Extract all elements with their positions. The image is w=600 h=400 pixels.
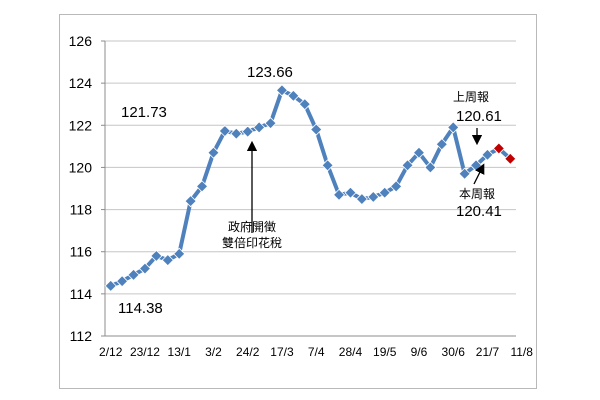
- data-point-26: [401, 159, 414, 172]
- last-week-label: 上周報: [453, 90, 489, 104]
- data-point-25: [390, 180, 403, 193]
- this-week-label: 本周報: [459, 187, 495, 201]
- data-point-21: [344, 186, 357, 199]
- data-point-1: [116, 275, 129, 288]
- x-tick-label-9: 9/6: [411, 345, 428, 359]
- data-point-18: [310, 123, 323, 136]
- data-point-23: [367, 190, 380, 203]
- data-point-28: [424, 161, 437, 174]
- y-tick-label-112: 112: [70, 328, 93, 344]
- data-point-14: [264, 117, 277, 130]
- x-tick-label-1: 23/12: [130, 345, 160, 359]
- data-point-16: [287, 89, 300, 102]
- x-tick-label-3: 3/2: [205, 345, 222, 359]
- peak-2-label: 123.66: [247, 64, 293, 81]
- data-point-8: [195, 180, 209, 193]
- policy-label-line1: 政府開徵: [228, 219, 276, 234]
- data-point-24: [378, 186, 391, 199]
- y-tick-label-116: 116: [70, 244, 93, 260]
- this-week-arrow: [473, 163, 485, 185]
- data-point-29: [435, 138, 448, 151]
- data-point-15: [275, 84, 289, 97]
- peak-1-label: 121.73: [121, 104, 167, 121]
- main-series-line: [109, 88, 489, 288]
- data-point-9: [207, 146, 220, 159]
- y-tick-label-126: 126: [69, 33, 93, 49]
- data-point-3: [138, 262, 152, 275]
- x-tick-label-10: 30/6: [442, 345, 466, 359]
- data-point-11: [230, 127, 243, 140]
- policy-label-line2: 雙倍印花稅: [222, 235, 282, 250]
- data-point-12: [241, 125, 254, 138]
- data-point-20: [332, 188, 346, 201]
- this-week-value: 120.41: [456, 203, 502, 220]
- y-tick-label-120: 120: [69, 159, 93, 175]
- y-tick-label-114: 114: [70, 286, 93, 302]
- x-tick-label-7: 28/4: [339, 345, 363, 359]
- data-point-27: [412, 146, 426, 159]
- data-point-5: [161, 254, 174, 267]
- data-markers: [104, 84, 517, 292]
- gridlines: [105, 40, 516, 295]
- x-tick-label-5: 17/3: [270, 345, 294, 359]
- start-label: 114.38: [118, 300, 163, 317]
- series-line: [109, 88, 512, 288]
- data-point-4: [150, 249, 163, 262]
- data-point-22: [355, 192, 368, 206]
- last-week-value: 120.61: [456, 108, 502, 125]
- x-tick-label-12: 11/8: [510, 345, 533, 359]
- latest-point-0: [492, 142, 505, 155]
- data-point-10: [218, 124, 231, 138]
- data-point-17: [298, 98, 311, 111]
- y-tick-label-124: 124: [69, 75, 93, 91]
- data-point-2: [127, 268, 140, 281]
- x-tick-label-0: 2/12: [99, 345, 123, 359]
- axes: 112 114 116 118 120 122 124 126 2/12 23/12 13/1 3/2…: [69, 33, 534, 359]
- y-tick-label-118: 118: [70, 202, 93, 218]
- data-point-19: [321, 159, 334, 172]
- x-tick-label-8: 19/5: [373, 345, 397, 359]
- data-point-31: [458, 167, 471, 180]
- data-point-6: [173, 247, 186, 260]
- chart-frame: [59, 14, 537, 389]
- x-tick-label-6: 7/4: [308, 345, 325, 359]
- data-point-0: [104, 279, 117, 292]
- x-tick-label-2: 13/1: [168, 345, 192, 359]
- latest-point-1: [504, 152, 517, 165]
- x-tick-label-4: 24/2: [236, 345, 260, 359]
- data-point-30: [447, 121, 460, 134]
- data-point-33: [481, 148, 494, 161]
- data-point-13: [253, 121, 266, 134]
- y-tick-label-122: 122: [69, 117, 93, 133]
- x-tick-label-11: 21/7: [476, 345, 500, 359]
- data-point-7: [184, 195, 197, 208]
